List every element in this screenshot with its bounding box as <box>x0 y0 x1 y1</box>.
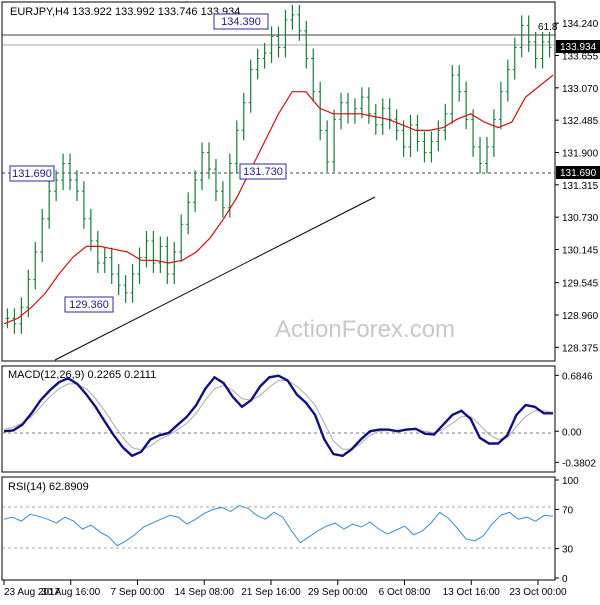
macd-main-path <box>3 374 553 458</box>
svg-text:134.390: 134.390 <box>221 16 261 28</box>
time-tick-label: 13 Oct 16:00 <box>443 587 501 598</box>
price-tick-label: 133.070 <box>562 84 599 95</box>
price-tick-label: 130.145 <box>562 245 599 256</box>
svg-text:133.934: 133.934 <box>560 42 597 53</box>
svg-text:129.360: 129.360 <box>69 299 109 311</box>
macd-lines <box>3 374 554 458</box>
rsi-panel-title: RSI(14) 62.8909 <box>8 481 89 493</box>
rsi-tick-label: 30 <box>562 545 574 556</box>
price-tick-label: 129.545 <box>562 279 599 290</box>
price-panel-title: EURJPY,H4 133.922 133.992 133.746 133.93… <box>10 6 240 18</box>
time-tick-label: 29 Sep 00:00 <box>308 587 368 598</box>
svg-text:131.690: 131.690 <box>12 168 52 180</box>
time-tick-label: 23 Oct 00:00 <box>509 587 567 598</box>
macd-tick-label: 0.00 <box>562 427 582 438</box>
macd-tick-label: -0.3802 <box>562 458 596 469</box>
macd-y-axis: 0.6846 0.00 -0.3802 <box>555 371 596 469</box>
trendline <box>54 196 376 361</box>
macd-signal-path <box>3 380 554 451</box>
price-tick-label: 132.485 <box>562 116 599 127</box>
price-y-axis: 134.240 133.655 133.070 132.485 131.900 131.3… <box>555 19 599 354</box>
rsi-tick-label: 100 <box>562 476 579 487</box>
price-tick-label: 130.730 <box>562 213 599 224</box>
macd-panel-title: MACD(12,26,9) 0.2265 0.2111 <box>8 369 156 381</box>
moving-average-path <box>3 74 554 325</box>
rsi-line <box>3 504 554 547</box>
price-tick-label: 128.375 <box>562 343 599 354</box>
price-bars <box>5 4 552 334</box>
annotation-129360: 129.360 <box>64 296 114 313</box>
moving-average-line <box>3 74 554 325</box>
last-price-tag: 133.934 <box>556 40 600 53</box>
time-tick-label: 30 Aug 16:00 <box>41 587 100 598</box>
price-tick-label: 128.960 <box>562 311 599 322</box>
macd-panel-frame <box>1 365 556 473</box>
annotation-131730: 131.730 <box>239 163 287 180</box>
svg-text:131.690: 131.690 <box>560 168 597 179</box>
rsi-y-axis: 100 70 30 0 <box>555 476 579 585</box>
annotation-131690: 131.690 <box>9 165 55 182</box>
price-tick-label: 131.315 <box>562 181 599 192</box>
macd-tick-label: 0.6846 <box>562 371 593 382</box>
watermark: ActionForex.com <box>275 316 455 343</box>
time-tick-label: 21 Sep 16:00 <box>241 587 301 598</box>
svg-text:131.730: 131.730 <box>243 166 283 178</box>
level-tag: 131.690 <box>556 166 600 179</box>
price-tick-label: 133.655 <box>562 51 599 62</box>
rsi-tick-label: 70 <box>562 505 574 516</box>
fib-label: 61.8 <box>538 22 558 33</box>
time-tick-label: 23 Aug 2017 <box>4 587 61 598</box>
price-tick-label: 131.900 <box>562 148 599 159</box>
rsi-tick-label: 0 <box>562 574 568 585</box>
time-tick-label: 7 Sep 00:00 <box>111 587 165 598</box>
price-tick-label: 134.240 <box>562 19 599 30</box>
annotation-134390: 134.390 <box>213 13 269 30</box>
time-tick-label: 6 Oct 08:00 <box>379 587 431 598</box>
time-tick-label: 14 Sep 08:00 <box>175 587 235 598</box>
rsi-panel-frame <box>1 476 556 581</box>
rsi-path <box>3 504 554 547</box>
